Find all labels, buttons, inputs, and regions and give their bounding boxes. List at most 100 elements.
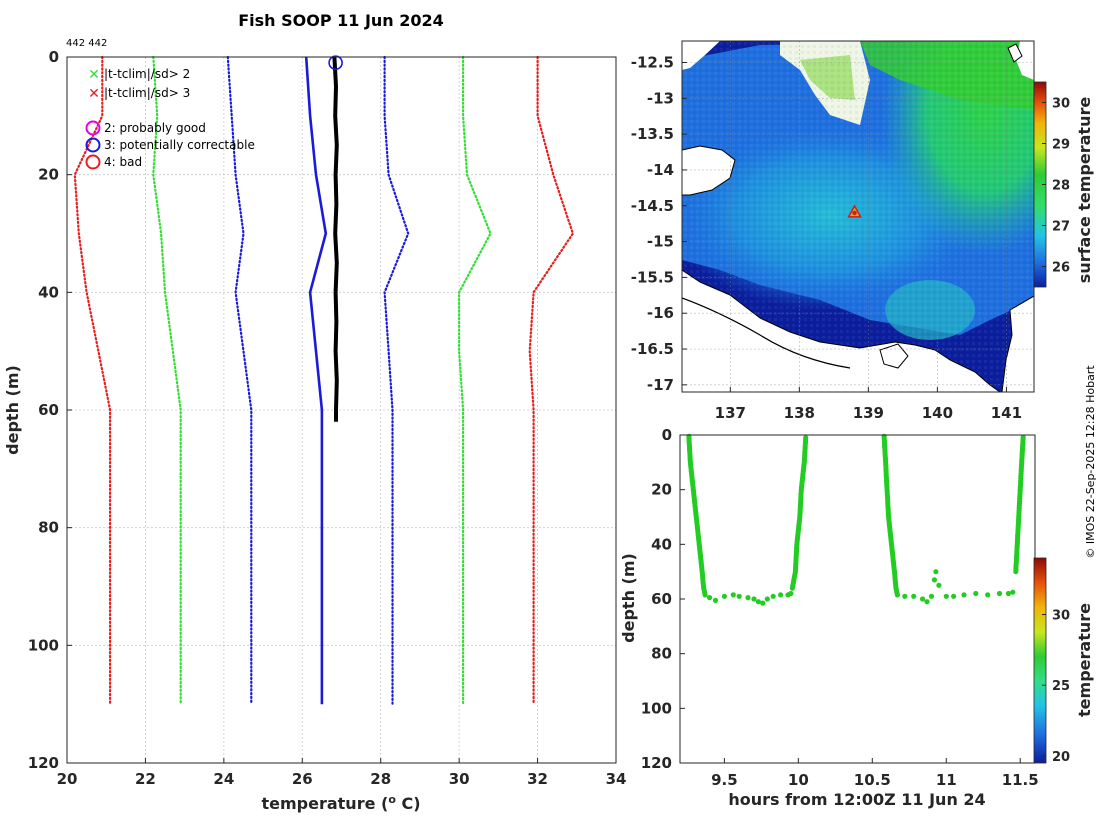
profile-x-tick-label: 30 [449,770,470,788]
glider-point-down [702,592,708,598]
map-y-tick-label: -16.5 [631,340,674,358]
land-south-east [1001,295,1034,392]
glider-y-tick-label: 120 [641,754,672,772]
profile-y-tick-label: 100 [28,636,59,654]
legend-flag-2sd: ✕ |t-tclim|/sd> 2 [88,67,190,83]
legend-quality-2-label: 2: probably good [104,121,206,135]
glider-point-bottom [943,593,949,599]
profile-series-clim-mean [304,56,328,705]
glider-point-bottom [760,600,766,606]
glider-axes-box [679,434,1036,764]
map-colorbar-tick-label: 29 [1052,138,1070,153]
profile-panel: Fish SOOP 11 Jun 2024 442 442 20 22 24 26 28… [3,11,626,813]
glider-point-bottom [985,592,991,598]
glider-point-bottom [764,596,770,602]
legend-quality-4: 4: bad [85,154,142,170]
glider-points [686,433,1026,606]
glider-point-bottom [707,595,713,601]
glider-x-tick-label: 11.5 [1002,771,1039,789]
profile-x-tick-label: 26 [292,770,313,788]
glider-point-bottom [931,577,938,583]
glider-point-bottom [730,592,736,598]
map-colorbar-ticks: 26 27 28 29 30 [1042,97,1070,276]
glider-point-bottom [951,593,957,599]
map-x-tick-label: 140 [922,404,953,422]
map-colorbar-tick-label: 26 [1052,261,1070,276]
glider-point-bottom [902,593,908,599]
legend-quality-2: 2: probably good [85,120,206,136]
map-y-ticks: -12.5 -13 -13.5 -14 -14.5 -15 -15.5 -16 -16.5 -17 [631,53,687,394]
glider-point-bottom [778,592,784,598]
map-x-tick-label: 139 [853,404,884,422]
map-y-tick-label: -13.5 [631,125,674,143]
profile-y-tick-label: 120 [28,754,59,772]
land-north-east [1016,41,1034,80]
glider-x-tick-label: 11 [936,771,957,789]
map-colorbar-label: surface temperature [1075,97,1094,284]
legend-quality-4-label: 4: bad [104,155,142,169]
glider-point-up [803,435,809,441]
profile-x-label-sup: o [388,793,396,806]
glider-x-label: hours from 12:00Z 11 Jun 24 [728,790,985,809]
profile-y-tick-label: 40 [38,283,59,301]
profile-y-tick-label: 60 [38,401,59,419]
glider-x-tick-label: 10 [788,771,809,789]
glider-point-bottom [920,596,926,602]
profile-x-tick-label: 34 [606,770,627,788]
glider-colorbar-label: temperature [1075,603,1094,717]
profile-x-label: temperature (o C) [261,793,420,814]
profile-id-text: 442 442 [66,38,107,49]
map-panel: 137 138 139 140 141 -12.5 -13 -13.5 -14 -14.5 -15… [631,40,1094,422]
map-y-tick-label: -14.5 [631,197,674,215]
legend-quality-4-marker [85,154,101,170]
profile-series [73,55,575,706]
glider-point-bottom [928,593,935,599]
glider-y-tick-label: 40 [651,535,672,553]
profile-title: Fish SOOP 11 Jun 2024 [238,11,444,30]
profile-series-clim-2sd [152,55,182,706]
legend-quality-2-marker [85,120,101,136]
profile-x-tick-label: 32 [527,770,548,788]
profile-x-tick-label: 22 [135,770,156,788]
map-y-tick-label: -14 [647,161,674,179]
profile-x-tick-label: 28 [370,770,391,788]
legend-flag-3sd-marker: ✕ [88,86,100,102]
map-grid [682,41,1034,392]
glider-colorbar-ticks: 20 25 30 [1042,609,1070,765]
glider-point-bottom [961,592,967,598]
map-colorbar-tick-label: 27 [1052,220,1070,235]
glider-y-tick-label: 80 [651,645,672,663]
legend-quality-3-marker [85,137,101,153]
profile-x-label-main: temperature ( [261,794,388,813]
glider-y-tick-label: 100 [641,699,672,717]
profile-series-clim+3sd [528,55,575,706]
glider-point-bottom [788,590,794,597]
profile-x-label-end: C) [396,794,421,813]
glider-point-bottom [751,596,757,602]
legend-flag-2sd-label: |t-tclim|/sd> 2 [104,67,190,81]
glider-point-bottom [911,593,917,599]
profile-series-clim-3sd [73,55,112,706]
legend-quality-3-label: 3: potentially correctable [104,138,255,152]
map-x-ticks: 137 138 139 140 141 [715,387,1022,422]
copyright-text: © IMOS 22-Sep-2025 12:28 Hobart [1084,365,1097,559]
glider-colorbar-tick-label: 30 [1052,609,1070,624]
glider-point-bottom [745,595,751,601]
profile-y-tick-label: 80 [38,519,59,537]
glider-y-ticks: 0 20 40 60 80 100 120 [641,426,685,772]
legend-quality-3: 3: potentially correctable [85,137,255,153]
glider-point-bottom [1010,589,1016,595]
profile-marker-quality-3 [328,55,343,71]
glider-point-bottom [936,582,942,588]
profile-y-ticks: 0 20 40 60 80 100 120 [28,48,72,772]
land-west-cape [682,145,736,196]
glider-point-bottom [973,590,979,597]
map-station [847,204,862,218]
profile-x-tick-label: 20 [57,770,78,788]
glider-panel: 9.5 10 10.5 11 11.5 0 20 40 60 80 100 120 hours fr… [619,426,1094,809]
glider-colorbar [1033,557,1047,764]
profile-markers [328,55,343,71]
glider-point-bottom [924,599,930,605]
map-y-tick-label: -15 [647,233,674,251]
coastline-inner [682,297,851,369]
